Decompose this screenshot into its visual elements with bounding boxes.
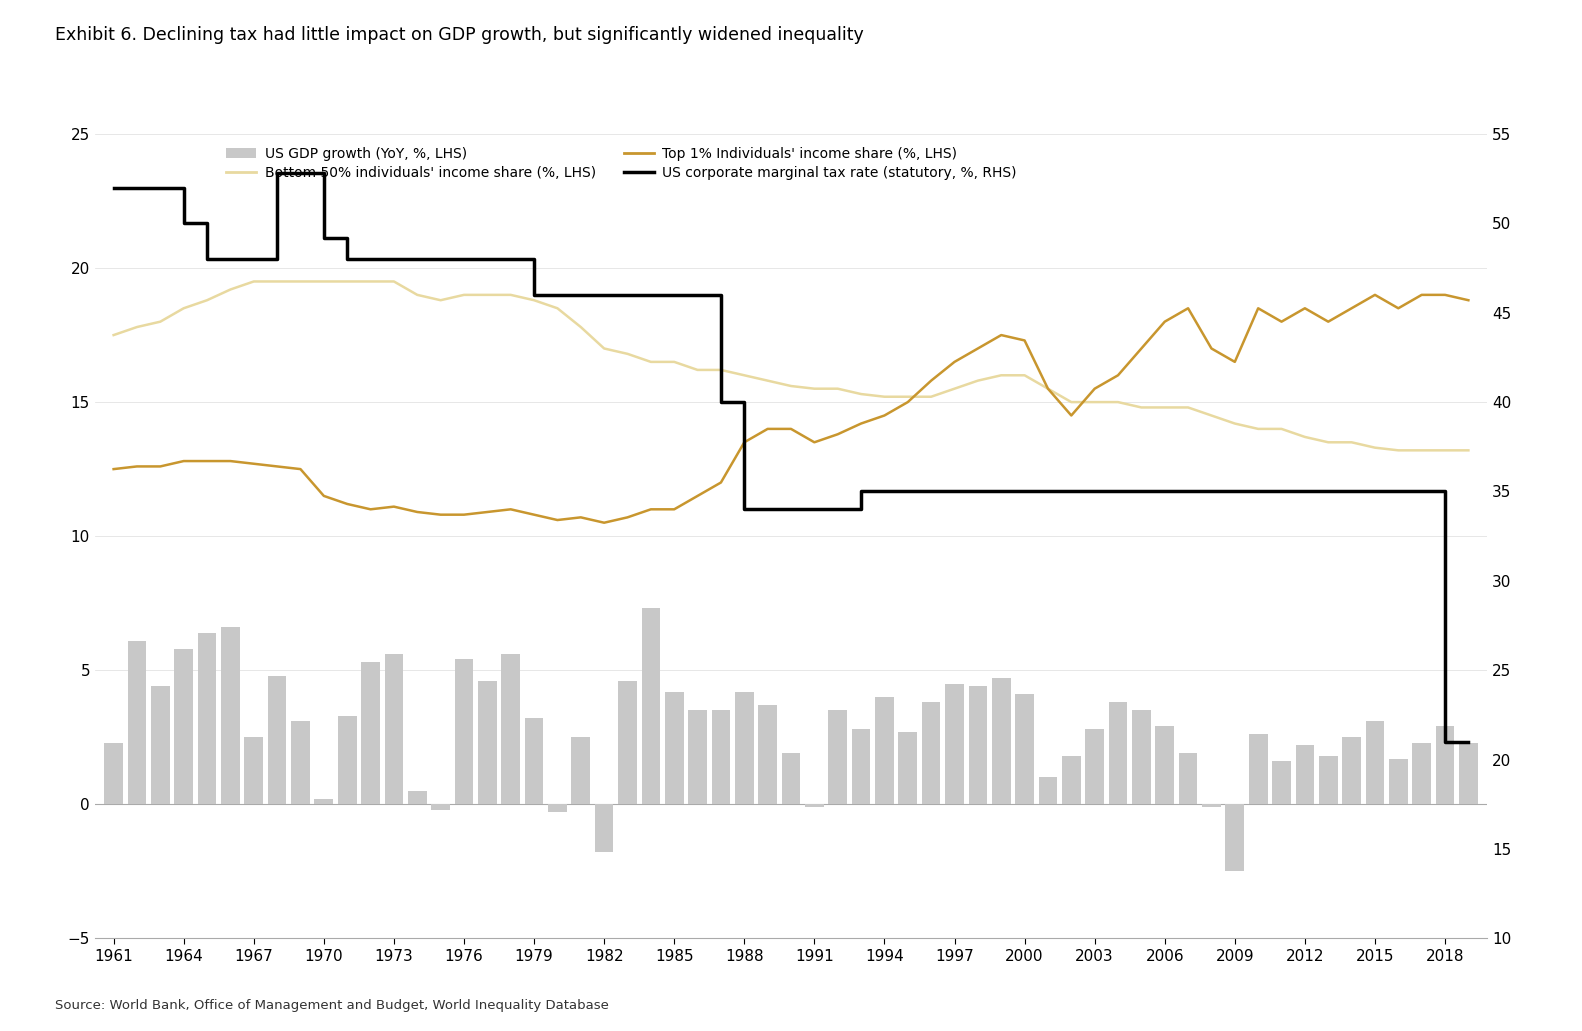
- Bar: [968, 687, 987, 804]
- Bar: [642, 608, 660, 804]
- Bar: [688, 710, 707, 804]
- Bar: [571, 737, 590, 804]
- Bar: [267, 675, 286, 804]
- Bar: [664, 692, 683, 804]
- Bar: [150, 687, 169, 804]
- Bar: [1342, 737, 1361, 804]
- Bar: [361, 662, 380, 804]
- Bar: [875, 697, 894, 804]
- Bar: [1016, 694, 1035, 804]
- Bar: [619, 680, 638, 804]
- Bar: [198, 633, 217, 804]
- Bar: [736, 692, 753, 804]
- Bar: [782, 754, 800, 804]
- Bar: [315, 799, 334, 804]
- Bar: [829, 710, 846, 804]
- Bar: [1459, 742, 1478, 804]
- Legend: US GDP growth (YoY, %, LHS), Bottom 50% individuals' income share (%, LHS), Top : US GDP growth (YoY, %, LHS), Bottom 50% …: [220, 141, 1022, 186]
- Bar: [128, 640, 146, 804]
- Bar: [454, 660, 473, 804]
- Bar: [712, 710, 731, 804]
- Bar: [384, 654, 403, 804]
- Bar: [1389, 759, 1408, 804]
- Text: Source: World Bank, Office of Management and Budget, World Inequality Database: Source: World Bank, Office of Management…: [55, 999, 609, 1012]
- Bar: [1436, 727, 1454, 804]
- Text: Exhibit 6. Declining tax had little impact on GDP growth, but significantly wide: Exhibit 6. Declining tax had little impa…: [55, 26, 864, 43]
- Bar: [432, 804, 449, 809]
- Bar: [1109, 702, 1128, 804]
- Bar: [851, 729, 870, 804]
- Bar: [1039, 777, 1057, 804]
- Bar: [899, 732, 918, 804]
- Bar: [339, 716, 356, 804]
- Bar: [1272, 761, 1291, 804]
- Bar: [1413, 742, 1432, 804]
- Bar: [1365, 721, 1384, 804]
- Bar: [1226, 804, 1243, 871]
- Bar: [547, 804, 566, 812]
- Bar: [174, 648, 193, 804]
- Bar: [408, 791, 427, 804]
- Bar: [1296, 745, 1315, 804]
- Bar: [1085, 729, 1104, 804]
- Bar: [1319, 756, 1338, 804]
- Bar: [244, 737, 263, 804]
- Bar: [501, 654, 520, 804]
- Bar: [1179, 754, 1198, 804]
- Bar: [758, 705, 777, 804]
- Bar: [1062, 756, 1081, 804]
- Bar: [1155, 727, 1174, 804]
- Bar: [291, 721, 310, 804]
- Bar: [478, 680, 497, 804]
- Bar: [992, 678, 1011, 804]
- Bar: [1133, 710, 1150, 804]
- Bar: [104, 742, 123, 804]
- Bar: [805, 804, 824, 807]
- Bar: [595, 804, 614, 853]
- Bar: [525, 719, 543, 804]
- Bar: [1248, 734, 1267, 804]
- Bar: [1202, 804, 1221, 807]
- Bar: [944, 684, 963, 804]
- Bar: [221, 627, 240, 804]
- Bar: [922, 702, 940, 804]
